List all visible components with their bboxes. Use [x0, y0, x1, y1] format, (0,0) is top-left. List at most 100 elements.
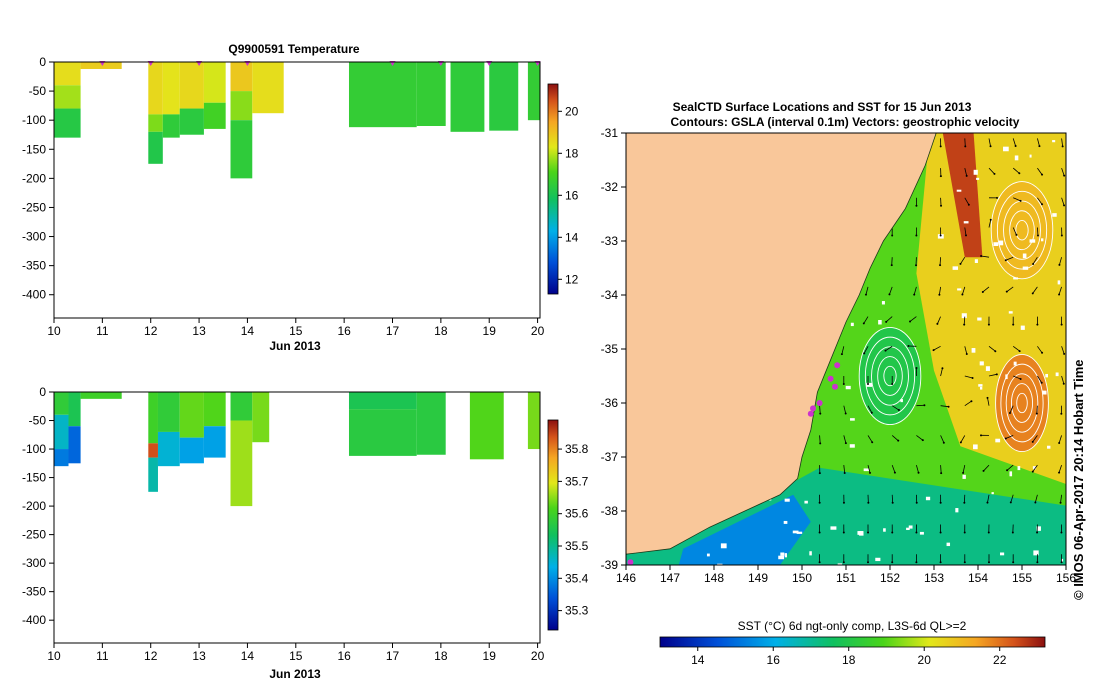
y-tick-label: -50 — [29, 414, 47, 428]
no-data-patch — [955, 508, 959, 513]
velocity-vector — [819, 405, 821, 414]
vector-head — [844, 412, 847, 415]
no-data-patch — [1020, 325, 1025, 330]
x-tick-label: 10 — [47, 649, 61, 663]
no-data-patch — [952, 266, 959, 270]
vector-head — [1012, 561, 1015, 564]
vector-head — [888, 293, 891, 296]
x-tick-label: 18 — [434, 649, 448, 663]
no-data-patch — [1017, 466, 1021, 471]
profile-cell — [489, 62, 519, 131]
lat-tick-label: -39 — [601, 558, 619, 572]
vector-head — [1031, 292, 1034, 295]
vector-head — [1019, 377, 1022, 380]
vector-head — [891, 501, 894, 504]
profile-cell — [179, 62, 204, 109]
vector-head — [1041, 203, 1044, 206]
colorbar-tick-label: 35.7 — [565, 474, 589, 488]
velocity-vector — [964, 375, 973, 379]
no-data-patch — [1045, 373, 1048, 378]
salinity-profiles — [54, 392, 540, 507]
no-data-patch — [784, 498, 790, 502]
no-data-patch — [783, 520, 788, 524]
vector-head — [818, 531, 821, 534]
profile-cell — [416, 62, 446, 126]
no-data-patch — [796, 531, 803, 534]
profile-cell — [162, 114, 180, 138]
salinity-x-axis: 10 11 12 13 14 15 16 17 18 19 20 — [47, 643, 545, 663]
no-data-patch — [957, 288, 962, 291]
vector-head — [995, 196, 998, 199]
vector-head — [867, 531, 870, 534]
vector-head — [1036, 234, 1039, 237]
colorbar-tick-label: 18 — [565, 146, 579, 160]
vector-head — [986, 396, 989, 399]
velocity-vector — [1034, 494, 1038, 503]
velocity-vector — [889, 286, 893, 295]
profile-cell — [230, 420, 253, 507]
vector-head — [915, 234, 918, 237]
lon-tick-label: 155 — [1012, 571, 1032, 585]
profile-cell — [203, 426, 226, 458]
no-data-patch — [1033, 550, 1039, 556]
vector-head — [1005, 290, 1008, 293]
velocity-vector — [1013, 375, 1021, 380]
velocity-vector — [1037, 227, 1039, 236]
velocity-vector — [1006, 464, 1014, 471]
profile-cell — [527, 62, 540, 121]
profile-cell — [348, 62, 417, 128]
velocity-vector — [1032, 464, 1038, 472]
velocity-vector — [988, 167, 995, 175]
vector-head — [965, 174, 968, 177]
x-tick-label: 18 — [434, 324, 448, 338]
no-data-patch — [900, 399, 903, 403]
no-data-patch — [1013, 361, 1017, 366]
no-data-patch — [1008, 311, 1013, 314]
gsla-contour — [883, 365, 897, 387]
vector-head — [1019, 199, 1022, 202]
vector-head — [989, 218, 992, 221]
velocity-vector — [1037, 138, 1040, 147]
temperature-colorbar-ticks: 12 14 16 18 20 — [558, 104, 579, 286]
vector-head — [1060, 412, 1063, 415]
vector-head — [989, 145, 992, 148]
y-tick-label: -250 — [22, 200, 46, 214]
colorbar-tick-label: 14 — [565, 230, 579, 244]
vector-head — [1040, 381, 1043, 384]
lat-tick-label: -33 — [601, 234, 619, 248]
vector-head — [864, 293, 867, 296]
x-tick-label: 12 — [144, 324, 158, 338]
profile-cell — [54, 62, 81, 86]
lon-tick-label: 148 — [704, 571, 724, 585]
no-data-patch — [837, 563, 843, 565]
velocity-vector — [891, 464, 896, 473]
lat-tick-label: -35 — [601, 342, 619, 356]
vector-head — [915, 367, 918, 370]
no-data-patch — [963, 221, 969, 224]
latitude-axis: -31 -32 -33 -34 -35 -36 -37 -38 -39 — [601, 126, 626, 572]
velocity-vector — [988, 219, 992, 228]
velocity-vector — [1012, 167, 1020, 174]
vector-head — [1036, 323, 1039, 326]
no-data-patch — [863, 468, 870, 472]
vector-head — [981, 290, 984, 293]
x-tick-label: 19 — [483, 649, 497, 663]
y-tick-label: 0 — [39, 385, 46, 399]
no-data-patch — [1003, 146, 1009, 152]
vector-head — [844, 442, 847, 445]
profile-cell — [68, 392, 81, 427]
vector-head — [939, 561, 942, 564]
vector-head — [890, 264, 893, 267]
y-tick-label: -400 — [22, 288, 46, 302]
velocity-vector — [939, 257, 941, 266]
velocity-vector — [1037, 346, 1043, 354]
y-tick-label: -150 — [22, 471, 46, 485]
no-data-patch — [978, 384, 983, 387]
no-data-patch — [961, 313, 967, 319]
y-tick-label: -150 — [22, 142, 46, 156]
profile-cell — [230, 120, 253, 179]
land-mass — [626, 133, 937, 555]
vector-head — [1035, 412, 1038, 415]
velocity-vector — [1060, 494, 1062, 503]
